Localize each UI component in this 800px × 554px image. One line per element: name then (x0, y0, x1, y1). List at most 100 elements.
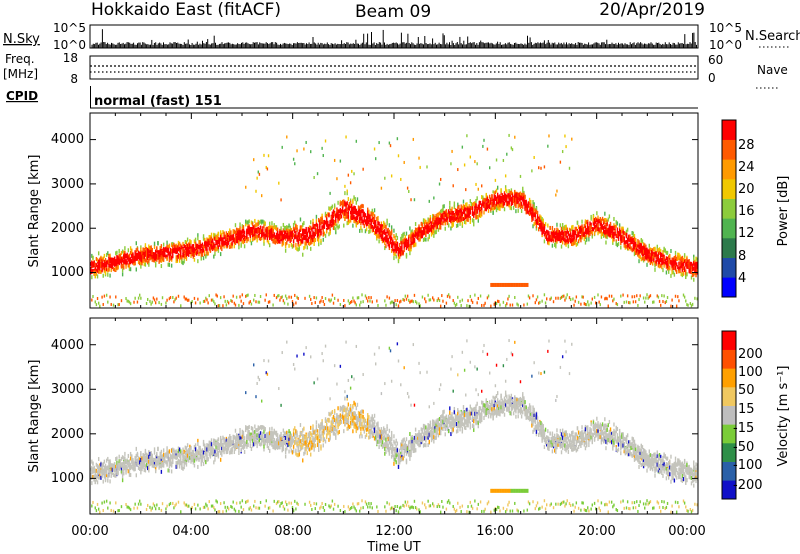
power-cell (441, 219, 443, 224)
power-cell (128, 259, 131, 264)
power-cell (461, 223, 464, 228)
power-cell (282, 299, 285, 303)
power-cell (517, 203, 519, 208)
power-cell (355, 139, 358, 143)
power-cell (278, 233, 280, 238)
power-cell (475, 214, 477, 219)
power-cell (211, 298, 214, 302)
power-cell (141, 261, 143, 266)
power-cell (185, 256, 188, 261)
power-cell (669, 266, 671, 271)
power-cell (96, 264, 99, 269)
power-cell (223, 244, 225, 249)
power-cell (671, 298, 673, 302)
power-cell (258, 234, 261, 239)
power-cell (331, 217, 334, 222)
power-cell (587, 219, 589, 224)
power-cell (321, 213, 323, 218)
power-cell (663, 248, 665, 253)
power-cell (493, 201, 495, 206)
power-cell (323, 302, 326, 306)
power-cell (360, 210, 362, 215)
power-cell (329, 191, 331, 195)
power-cell (521, 282, 524, 287)
power-cell (541, 227, 543, 232)
power-cell (482, 195, 484, 200)
power-cell (208, 238, 210, 243)
power-cell (137, 250, 140, 255)
power-cell (169, 256, 172, 261)
power-cell (348, 301, 351, 305)
power-cell (658, 247, 661, 252)
power-cell (109, 253, 111, 258)
power-cell (564, 134, 566, 138)
power-cell (123, 265, 125, 270)
power-cell (395, 239, 397, 244)
power-cell (100, 263, 102, 268)
power-cell (674, 254, 677, 259)
power-cell (360, 300, 362, 304)
power-cell (695, 265, 697, 270)
power-cell (452, 210, 454, 215)
power-cell (354, 197, 356, 202)
power-cell (433, 216, 435, 221)
power-cell (540, 219, 542, 224)
power-cell (347, 214, 350, 219)
power-cell (563, 234, 565, 239)
power-cell (344, 211, 346, 216)
power-cell (468, 204, 470, 209)
power-cell (508, 189, 510, 194)
power-cell (674, 250, 677, 255)
power-cell (137, 255, 140, 260)
power-cell (390, 300, 393, 304)
power-cell (335, 216, 337, 221)
power-cell (332, 209, 335, 214)
power-cell (288, 223, 290, 228)
power-cell (499, 206, 501, 211)
power-cell (263, 224, 265, 229)
power-cell (390, 174, 393, 178)
power-cell (250, 227, 253, 232)
power-cell (569, 232, 572, 237)
power-cell (660, 252, 662, 257)
power-cell (182, 248, 184, 253)
power-cell (327, 212, 329, 217)
power-cell (504, 304, 507, 308)
power-cell (519, 282, 521, 287)
power-cell (634, 300, 637, 304)
power-cell (215, 293, 217, 297)
power-cell (433, 222, 435, 227)
power-cell (225, 235, 228, 240)
power-cell (459, 208, 461, 213)
power-cell (413, 243, 416, 248)
power-cell (115, 266, 117, 271)
power-cell (120, 251, 123, 256)
power-cell (483, 203, 485, 208)
power-cell (128, 264, 131, 269)
power-cell (370, 296, 372, 300)
power-cell (209, 248, 212, 253)
power-cell (107, 268, 109, 273)
power-cell (258, 228, 261, 233)
power-cell (509, 190, 511, 195)
power-cell (605, 217, 607, 222)
power-cell (509, 205, 511, 210)
power-cell (361, 208, 363, 213)
power-cell (147, 248, 149, 253)
power-cell (271, 237, 273, 242)
power-cell (631, 231, 633, 236)
power-cell (351, 203, 353, 208)
power-cell (284, 236, 287, 241)
power-cell (608, 228, 611, 233)
nsky-label: N.Sky (3, 32, 40, 47)
power-cell (551, 243, 554, 248)
power-cell (207, 239, 209, 244)
power-cell (379, 229, 381, 234)
power-cell (654, 246, 656, 251)
power-cell (645, 296, 647, 300)
power-cell (192, 250, 194, 255)
power-cell (626, 227, 629, 232)
power-cell (316, 223, 319, 228)
power-cell (325, 229, 328, 234)
power-cell (359, 206, 361, 211)
